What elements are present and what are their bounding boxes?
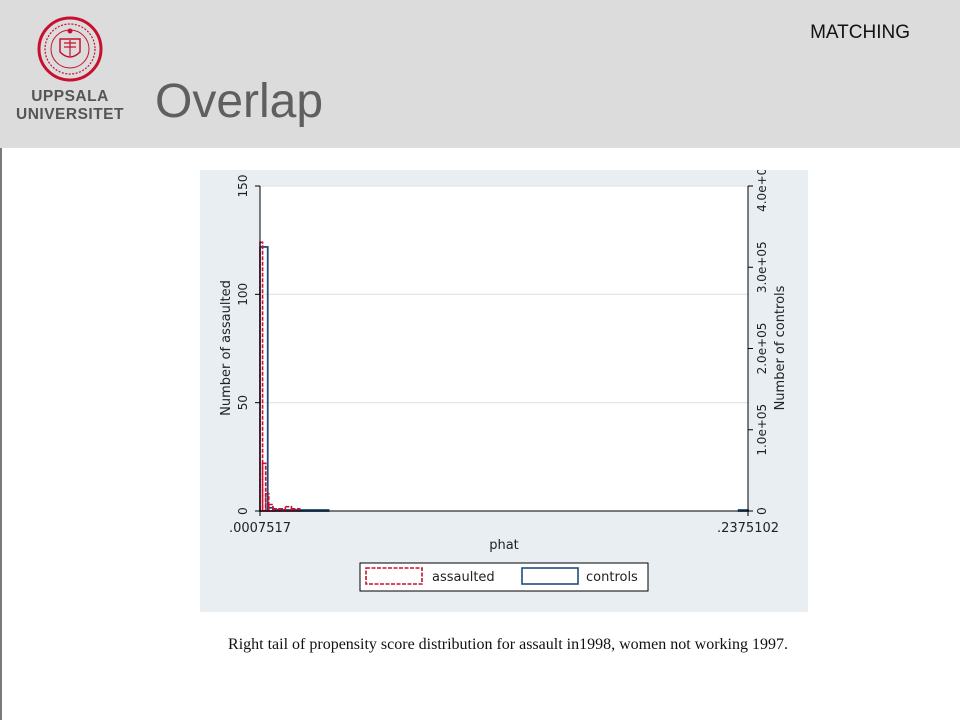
y-left-tick-label: 50 xyxy=(236,395,250,410)
legend-label-controls: controls xyxy=(586,570,638,585)
logo-line-2: UNIVERSITET xyxy=(16,106,124,123)
grid-lines xyxy=(260,185,748,404)
y-left-tick-label: 100 xyxy=(236,283,250,306)
bar-assaulted xyxy=(264,492,270,512)
y-right-tick-label: 3.0e+05 xyxy=(755,241,769,293)
y-left-tick-label: 150 xyxy=(236,175,250,198)
y-axis-right-title: Number of controls xyxy=(773,285,788,410)
x-axis-title: phat xyxy=(489,538,519,553)
logo-line-1: UPPSALA xyxy=(31,88,109,105)
legend: assaulted controls xyxy=(359,562,649,592)
y-axis-left-title: Number of assaulted xyxy=(219,280,234,416)
x-tick-label: .0007517 xyxy=(229,521,291,536)
legend-swatch-controls xyxy=(521,567,579,585)
histogram-chart: 0 50 100 150 0 1.0e+05 2.0e+05 3.0e+05 4.0e+05 .0… xyxy=(200,160,808,612)
university-logo: UPPSALA UNIVERSITET xyxy=(14,16,126,126)
slide-header: UPPSALA UNIVERSITET Overlap MATCHING xyxy=(0,0,960,148)
legend-swatch-assaulted xyxy=(365,567,423,585)
y-right-tick-label: 0 xyxy=(755,507,769,515)
y-right-tick-label: 2.0e+05 xyxy=(755,323,769,375)
legend-label-assaulted: assaulted xyxy=(432,570,495,585)
y-right-tick-label: 1.0e+05 xyxy=(755,404,769,456)
tick-labels: 0 50 100 150 0 1.0e+05 2.0e+05 3.0e+05 4.0e+05 .0… xyxy=(229,160,779,536)
left-border-rule xyxy=(0,148,2,720)
plot-area xyxy=(260,186,748,511)
x-tick-label: .2375102 xyxy=(717,521,779,536)
figure-caption: Right tail of propensity score distribut… xyxy=(228,636,788,653)
university-seal-icon xyxy=(37,16,103,82)
chart-svg: 0 50 100 150 0 1.0e+05 2.0e+05 3.0e+05 4.0e+05 .0… xyxy=(200,160,808,612)
slide-title: Overlap xyxy=(155,75,324,128)
y-right-tick-label: 4.0e+05 xyxy=(755,170,769,212)
section-label: MATCHING xyxy=(810,22,910,43)
y-left-tick-label: 0 xyxy=(236,507,250,515)
